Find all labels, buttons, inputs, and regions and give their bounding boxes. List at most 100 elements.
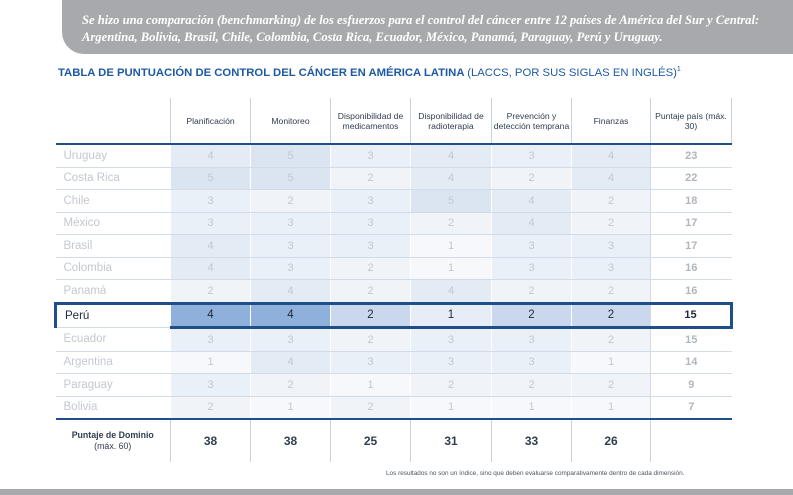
score-planificacion: 4	[170, 144, 251, 168]
country-total: 18	[650, 189, 732, 213]
header-radioterapia: Disponibilidad de radioterapia	[410, 98, 492, 145]
score-planificacion: 1	[170, 351, 251, 374]
score-medicamentos: 2	[330, 396, 411, 420]
score-planificacion: 2	[170, 396, 251, 420]
domain-finanzas: 26	[571, 418, 651, 462]
score-radioterapia: 3	[410, 351, 492, 374]
country-total: 22	[650, 167, 732, 190]
score-radioterapia: 5	[410, 189, 492, 213]
domain-medicamentos: 25	[330, 418, 411, 462]
header-planificacion: Planificación	[170, 98, 251, 145]
score-medicamentos: 2	[330, 327, 411, 352]
domain-label: Puntaje de Dominio	[71, 430, 154, 440]
header-prevencion: Prevención y detección temprana	[491, 98, 572, 145]
country-name: Colombia	[55, 257, 171, 280]
score-prevencion: 3	[491, 327, 572, 352]
table-row: Ecuador 3 3 2 3 3 2 15	[55, 327, 732, 352]
score-medicamentos: 2	[330, 167, 411, 190]
score-planificacion: 4	[170, 301, 251, 329]
score-medicamentos: 3	[330, 234, 411, 258]
domain-prevencion: 33	[491, 418, 572, 462]
score-medicamentos: 2	[330, 257, 411, 280]
score-monitoreo: 3	[250, 327, 331, 352]
score-radioterapia: 3	[410, 327, 492, 352]
score-radioterapia: 4	[410, 167, 492, 190]
score-finanzas: 2	[571, 279, 651, 304]
domain-monitoreo: 38	[250, 418, 331, 462]
score-monitoreo: 4	[250, 301, 331, 329]
country-name: Argentina	[55, 351, 171, 374]
score-medicamentos: 1	[330, 373, 411, 397]
score-monitoreo: 5	[250, 167, 331, 190]
country-name: México	[55, 212, 171, 235]
country-name: Uruguay	[55, 144, 171, 168]
score-body: Uruguay 4 5 3 4 3 4 23 Costa Rica 5 5 2 4 2 4 22 Chile 3 2…	[54, 144, 733, 420]
header-banner	[62, 0, 793, 54]
country-total: 9	[650, 373, 732, 397]
score-radioterapia: 1	[410, 396, 492, 420]
score-monitoreo: 4	[250, 279, 331, 304]
score-planificacion: 3	[170, 212, 251, 235]
score-finanzas: 4	[571, 144, 651, 168]
score-finanzas: 1	[571, 351, 651, 374]
score-planificacion: 2	[170, 279, 251, 304]
country-total: 17	[650, 212, 732, 235]
score-planificacion: 4	[170, 234, 251, 258]
score-medicamentos: 3	[330, 144, 411, 168]
table-row: Colombia 4 3 2 1 3 3 16	[55, 257, 732, 280]
score-prevencion: 3	[491, 351, 572, 374]
score-prevencion: 4	[491, 189, 572, 213]
country-name: Panamá	[55, 279, 171, 304]
header-finanzas: Finanzas	[571, 98, 651, 145]
table-row: México 3 3 3 2 4 2 17	[55, 212, 732, 235]
header-monitoreo: Monitoreo	[250, 98, 331, 145]
score-prevencion: 2	[491, 301, 572, 329]
score-monitoreo: 2	[250, 189, 331, 213]
score-radioterapia: 2	[410, 373, 492, 397]
table-row: Brasil 4 3 3 1 3 3 17	[55, 234, 732, 258]
score-finanzas: 1	[571, 396, 651, 420]
country-total: 17	[650, 234, 732, 258]
score-planificacion: 3	[170, 373, 251, 397]
score-prevencion: 1	[491, 396, 572, 420]
country-name: Ecuador	[55, 327, 171, 352]
score-finanzas: 2	[571, 373, 651, 397]
bottom-bar	[0, 489, 793, 495]
score-monitoreo: 5	[250, 144, 331, 168]
score-medicamentos: 2	[330, 301, 411, 329]
domain-total-blank	[650, 418, 732, 462]
country-name: Costa Rica	[55, 167, 171, 190]
country-total: 16	[650, 279, 732, 304]
table-row: Bolivia 2 1 2 1 1 1 7	[55, 396, 732, 420]
table-row: Uruguay 4 5 3 4 3 4 23	[55, 144, 732, 168]
laccs-table: Planificación Monitoreo Disponibilidad d…	[54, 98, 733, 462]
footnote: Los resultados no son un índice, sino qu…	[386, 470, 685, 477]
score-prevencion: 2	[491, 373, 572, 397]
country-name: Perú	[54, 301, 171, 328]
score-radioterapia: 2	[410, 212, 492, 235]
score-finanzas: 3	[571, 257, 651, 280]
table-row: Chile 3 2 3 5 4 2 18	[55, 189, 732, 213]
table-row: Argentina 1 4 3 3 3 1 14	[55, 351, 732, 374]
country-name: Bolivia	[55, 396, 171, 420]
header-puntaje-pais: Puntaje país (máx. 30)	[650, 98, 732, 145]
score-prevencion: 3	[491, 257, 572, 280]
banner-text: Se hizo una comparación (benchmarking) d…	[82, 13, 760, 44]
table-row: Panamá 2 4 2 4 2 2 16	[55, 279, 732, 304]
score-medicamentos: 3	[330, 351, 411, 374]
score-radioterapia: 1	[410, 301, 492, 329]
country-total: 15	[650, 327, 732, 352]
score-monitoreo: 3	[250, 234, 331, 258]
score-finanzas: 4	[571, 167, 651, 190]
score-planificacion: 3	[170, 189, 251, 213]
table-title-sub: (LACCS, POR SUS SIGLAS EN INGLÉS)	[467, 66, 677, 79]
country-total: 7	[650, 396, 732, 420]
score-medicamentos: 2	[330, 279, 411, 304]
country-total: 23	[650, 144, 732, 168]
score-prevencion: 2	[491, 167, 572, 190]
score-monitoreo: 4	[250, 351, 331, 374]
score-planificacion: 3	[170, 327, 251, 352]
domain-planificacion: 38	[170, 418, 251, 462]
header-row: Planificación Monitoreo Disponibilidad d…	[55, 98, 732, 145]
table-title: TABLA DE PUNTUACIÓN DE CONTROL DEL CÁNCE…	[58, 66, 788, 79]
